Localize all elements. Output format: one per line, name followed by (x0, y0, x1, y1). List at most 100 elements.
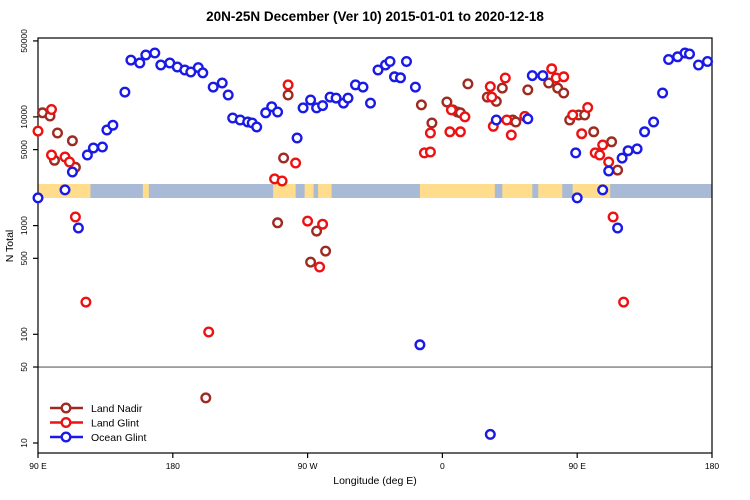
data-point-land-nadir (588, 126, 600, 138)
data-point-land-nadir (522, 84, 534, 96)
data-point-ocean-glint (342, 92, 354, 104)
map-band (38, 184, 712, 198)
data-point-land-nadir (543, 77, 555, 89)
data-point-land-glint (546, 63, 558, 75)
legend: Land Nadir Land Glint Ocean Glint (50, 402, 147, 444)
data-point-ocean-glint (702, 56, 714, 68)
data-point-land-nadir (311, 225, 323, 237)
data-point-ocean-glint (125, 54, 137, 66)
x-tick-label: 90 E (568, 461, 586, 471)
data-point-ocean-glint (330, 92, 342, 104)
map-band-land (502, 184, 533, 198)
data-point-land-nadir (282, 89, 294, 101)
y-tick-label: 10000 (19, 105, 29, 129)
y-tick-label: 1000 (19, 216, 29, 235)
plot-title: 20N-25N December (Ver 10) 2015-01-01 to … (206, 9, 544, 24)
map-band-land (142, 184, 149, 198)
data-point-ocean-glint (155, 59, 167, 71)
data-point-land-glint (445, 104, 457, 116)
map-band-land (318, 184, 332, 198)
data-point-land-glint (597, 139, 609, 151)
data-point-ocean-glint (317, 100, 329, 112)
data-point-land-nadir (52, 127, 64, 139)
data-point-land-glint (314, 261, 326, 273)
data-point-land-glint (69, 211, 81, 223)
data-point-land-nadir (496, 82, 508, 94)
data-point-ocean-glint (66, 166, 78, 178)
data-point-ocean-glint (305, 94, 317, 106)
y-tick-label: 5000 (19, 140, 29, 159)
map-band-land (419, 184, 495, 198)
data-point-ocean-glint (72, 222, 84, 234)
data-point-ocean-glint (657, 87, 669, 99)
data-point-land-glint (505, 129, 517, 141)
data-point-ocean-glint (107, 119, 119, 131)
x-tick-label: 0 (440, 461, 445, 471)
data-point-land-glint (484, 81, 496, 93)
data-point-ocean-glint (365, 97, 377, 109)
map-band-land (273, 184, 296, 198)
data-point-land-nadir (66, 135, 78, 147)
data-point-land-glint (558, 71, 570, 83)
data-point-ocean-glint (119, 86, 131, 98)
data-point-ocean-glint (631, 143, 643, 155)
data-point-ocean-glint (384, 56, 396, 68)
data-point-ocean-glint (372, 64, 384, 76)
data-point-land-glint (459, 111, 471, 123)
x-tick-label: 90 E (29, 461, 47, 471)
data-point-land-glint (424, 146, 436, 158)
legend-marker (60, 417, 72, 429)
data-point-ocean-glint (526, 70, 538, 82)
data-point-ocean-glint (251, 121, 263, 133)
data-point-ocean-glint (616, 152, 628, 164)
x-tick-label: 90 W (298, 461, 318, 471)
data-point-ocean-glint (216, 77, 228, 89)
map-band-land (304, 184, 314, 198)
plot-border (37, 37, 713, 454)
data-point-land-glint (80, 296, 92, 308)
y-tick-label: 50000 (19, 29, 29, 53)
data-point-ocean-glint (260, 107, 272, 119)
data-point-land-glint (499, 72, 511, 84)
data-point-land-nadir (415, 99, 427, 111)
legend-marker (60, 402, 72, 414)
data-point-ocean-glint (297, 102, 309, 114)
data-point-land-nadir (305, 256, 317, 268)
map-band-ocean (38, 184, 712, 198)
data-point-ocean-glint (414, 339, 426, 351)
data-point-ocean-glint (140, 49, 152, 61)
data-point-land-glint (32, 125, 44, 137)
data-point-land-nadir (200, 392, 212, 404)
data-point-land-glint (576, 128, 588, 140)
data-point-land-glint (486, 91, 498, 103)
axes: 90 E 180 90 W 0 90 E 180 10 50 100 500 1000 5000 100… (19, 29, 719, 471)
data-point-ocean-glint (395, 72, 407, 84)
data-point-land-glint (317, 218, 329, 230)
data-point-ocean-glint (59, 184, 71, 196)
data-point-ocean-glint (603, 165, 615, 177)
data-point-land-glint (618, 296, 630, 308)
data-point-ocean-glint (272, 106, 284, 118)
data-point-ocean-glint (648, 116, 660, 128)
data-point-land-nadir (320, 245, 332, 257)
data-point-ocean-glint (207, 81, 219, 93)
data-point-land-nadir (272, 217, 284, 229)
data-point-ocean-glint (87, 142, 99, 154)
y-axis-title: N Total (4, 230, 16, 263)
data-point-land-nadir (510, 116, 522, 128)
data-point-land-glint (282, 79, 294, 91)
data-point-ocean-glint (134, 57, 146, 69)
legend-label: Ocean Glint (91, 432, 147, 444)
data-point-land-glint (46, 103, 58, 115)
data-point-ocean-glint (522, 113, 534, 125)
data-point-land-glint (302, 215, 314, 227)
data-point-ocean-glint (639, 126, 651, 138)
data-point-land-glint (603, 156, 615, 168)
data-point-ocean-glint (612, 222, 624, 234)
data-point-ocean-glint (597, 184, 609, 196)
data-point-land-nadir (426, 117, 438, 129)
data-point-land-glint (454, 126, 466, 138)
data-point-ocean-glint (401, 56, 413, 68)
x-tick-label: 180 (166, 461, 180, 471)
x-tick-label: 180 (705, 461, 719, 471)
